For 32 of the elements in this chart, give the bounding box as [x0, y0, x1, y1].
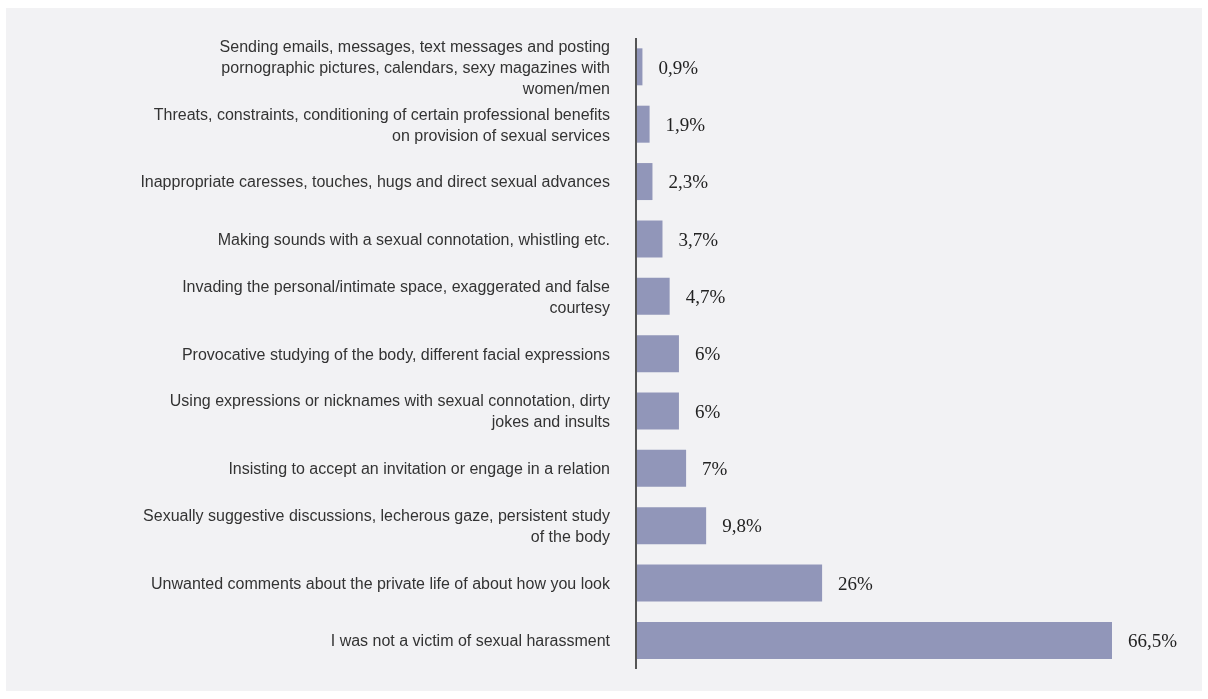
- bar: [636, 163, 653, 201]
- y-tick-label: Sending emails, messages, text messages and posting pornographic pictures, calendars, sexy magazines with women/men: [219, 37, 610, 97]
- data-label: 4,7%: [685, 286, 726, 308]
- y-tick-label: Unwanted comments about the private life of about how you look: [151, 574, 611, 592]
- y-tick-label: Threats, constraints, conditioning of certain professional benefits on provision of sexual services: [153, 105, 610, 144]
- y-tick-label: Making sounds with a sexual connotation, whistling etc.: [217, 230, 610, 248]
- data-label: 6%: [694, 343, 721, 365]
- y-tick-label: Insisting to accept an invitation or engage in a relation: [228, 459, 610, 477]
- bar: [636, 621, 1112, 659]
- bar: [636, 335, 679, 373]
- data-label: 6%: [694, 400, 721, 422]
- data-label: 26%: [838, 572, 874, 594]
- bar: [636, 564, 823, 602]
- y-tick-label: Invading the personal/intimate space, exaggerated and false courtesy: [182, 277, 611, 316]
- y-tick-label: Inappropriate caresses, touches, hugs and direct sexual advances: [140, 172, 610, 190]
- data-label: 7%: [702, 458, 728, 480]
- bar: [636, 220, 663, 258]
- y-tick-label: Sexually suggestive discussions, lecherous gaze, persistent study of the body: [143, 506, 610, 545]
- y-tick-label: I was not a victim of sexual harassment: [330, 631, 611, 649]
- y-tick-label: Using expressions or nicknames with sexual connotation, dirty jokes and insults: [169, 391, 610, 430]
- data-label: 1,9%: [665, 113, 706, 135]
- data-label: 66,5%: [1128, 630, 1178, 652]
- bar: [636, 105, 650, 143]
- data-label: 3,7%: [678, 228, 719, 250]
- bar: [636, 507, 707, 545]
- data-label: 0,9%: [658, 56, 699, 78]
- y-tick-label: Provocative studying of the body, different facial expressions: [181, 345, 610, 362]
- bar: [636, 449, 687, 487]
- data-label: 2,3%: [668, 171, 709, 193]
- bar: [636, 277, 670, 315]
- bar: [636, 392, 679, 430]
- data-label: 9,8%: [722, 515, 762, 537]
